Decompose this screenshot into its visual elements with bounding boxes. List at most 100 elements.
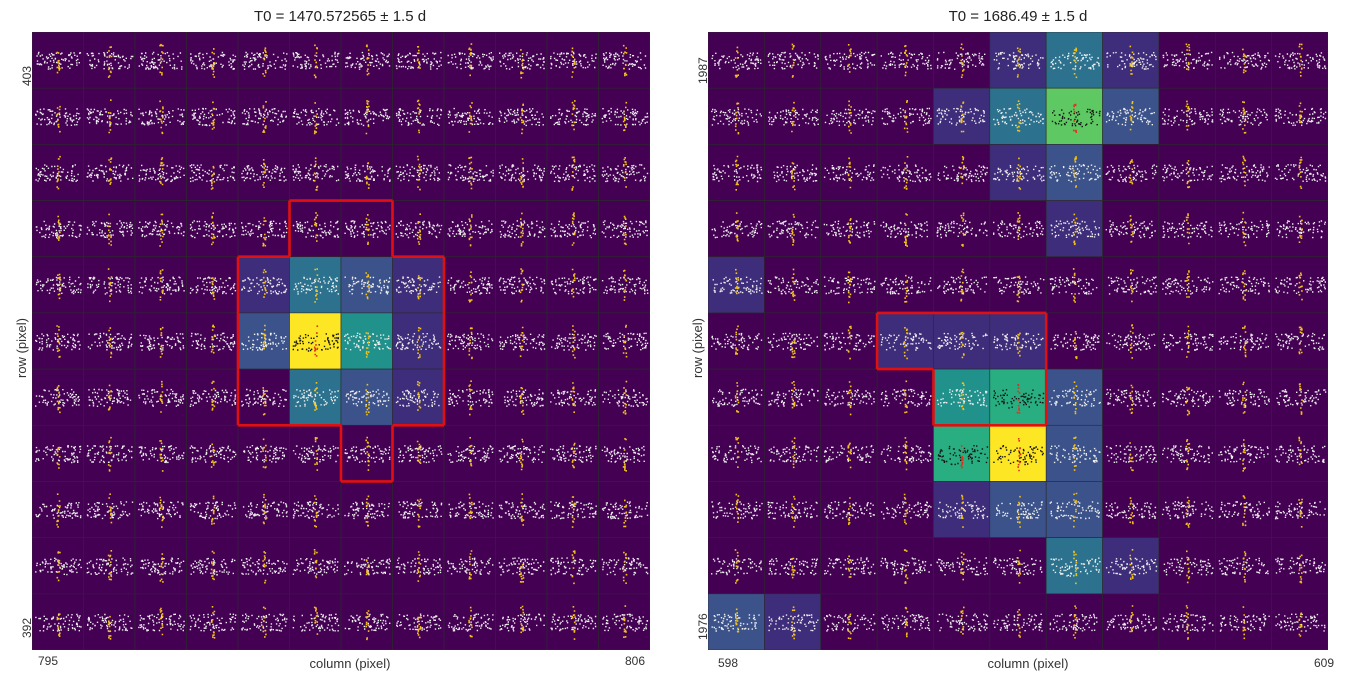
- light-curve-points: [711, 445, 762, 464]
- light-curve-points: [823, 164, 875, 182]
- pixel-cell: [1271, 200, 1328, 258]
- transit-window-points: [571, 382, 576, 413]
- light-curve-points: [824, 51, 876, 70]
- pixel-flux-cell: [186, 312, 239, 370]
- light-curve-points: [1106, 332, 1156, 351]
- pixel-cell: [32, 481, 84, 538]
- pixel-flux-cell: [495, 424, 548, 482]
- pixel-cell: [820, 32, 878, 89]
- pixel-cell: [1045, 256, 1103, 314]
- pixel-grid-right: [708, 32, 1328, 650]
- transit-window-points: [571, 47, 576, 78]
- pixel-flux-cell: [83, 144, 136, 201]
- transit-window-points: [1072, 103, 1078, 133]
- light-curve-points: [86, 501, 134, 520]
- transit-window-points: [903, 549, 909, 584]
- pixel-cell: [876, 200, 934, 258]
- light-curve-points: [292, 108, 340, 126]
- transit-window-points: [1298, 498, 1303, 528]
- transit-window-points: [262, 493, 267, 525]
- transit-window-points: [107, 46, 113, 78]
- light-curve-points: [1106, 445, 1157, 463]
- transit-window-points: [365, 495, 370, 527]
- pixel-cell: [1271, 593, 1328, 650]
- light-curve-points: [243, 445, 287, 463]
- pixel-cell: [134, 537, 187, 595]
- pixel-flux-cell: [340, 144, 393, 201]
- pixel-cell: [933, 368, 991, 426]
- light-curve-points: [993, 557, 1043, 576]
- transit-window-points: [622, 380, 628, 415]
- pixel-cell: [598, 537, 650, 595]
- pixel-flux-cell: [764, 481, 822, 538]
- light-curve-points: [550, 557, 597, 576]
- light-curve-points: [1274, 501, 1326, 520]
- transit-window-points: [416, 327, 422, 359]
- pixel-cell: [546, 32, 599, 89]
- transit-window-points: [416, 498, 422, 528]
- light-curve-points: [1218, 220, 1270, 239]
- pixel-cell: [495, 537, 548, 595]
- transit-window-points: [1129, 549, 1134, 580]
- light-curve-points: [550, 389, 597, 407]
- pixel-cell: [764, 424, 822, 482]
- pixel-cell: [876, 32, 934, 89]
- pixel-cell: [1045, 537, 1103, 595]
- light-curve-points: [880, 557, 932, 576]
- transit-window-points: [571, 550, 576, 585]
- light-curve-points: [448, 501, 494, 519]
- light-curve-points: [344, 332, 391, 351]
- transit-window-points: [903, 156, 909, 190]
- transit-window-points: [734, 46, 739, 78]
- pixel-cell: [546, 481, 599, 538]
- aperture-outline: [875, 311, 1048, 427]
- pixel-cell: [598, 312, 650, 370]
- light-curve-points: [344, 445, 391, 463]
- pixel-cell: [289, 424, 342, 482]
- transit-window-points: [417, 275, 422, 300]
- pixel-cell: [495, 144, 548, 201]
- pixel-flux-cell: [495, 256, 548, 314]
- transit-window-points: [1073, 550, 1078, 585]
- transit-window-points: [159, 496, 164, 528]
- pixel-cell: [340, 87, 393, 145]
- pixel-cell: [820, 481, 878, 538]
- light-curve-points: [138, 501, 184, 520]
- pixel-cell: [933, 256, 991, 314]
- light-curve-points: [936, 389, 988, 407]
- pixel-cell: [1271, 481, 1328, 538]
- transit-window-points: [210, 212, 215, 246]
- pixel-cell: [495, 312, 548, 370]
- transit-window-points: [791, 495, 796, 528]
- pixel-flux-cell: [134, 593, 187, 650]
- pixel-cell: [876, 87, 934, 145]
- pixel-cell: [1158, 256, 1216, 314]
- light-curve-points: [1275, 332, 1325, 351]
- pixel-flux-cell: [340, 368, 393, 426]
- pixel-cell: [1214, 87, 1272, 145]
- transit-window-points: [56, 51, 61, 74]
- transit-window-points: [847, 497, 852, 525]
- transit-window-points: [622, 215, 627, 246]
- pixel-flux-cell: [820, 87, 878, 145]
- pixel-flux-cell: [764, 312, 822, 370]
- pixel-cell: [1158, 593, 1216, 650]
- light-curve-points: [1162, 51, 1213, 70]
- pixel-flux-cell: [289, 256, 342, 314]
- aperture-outline: [236, 199, 446, 483]
- light-curve-points: [937, 613, 989, 632]
- light-curve-points: [1050, 52, 1100, 70]
- pixel-cell: [392, 256, 445, 314]
- light-curve-points: [35, 502, 82, 519]
- pixel-flux-cell: [546, 200, 599, 258]
- light-curve-points: [395, 389, 440, 407]
- pixel-cell: [598, 144, 650, 201]
- pixel-flux-cell: [708, 200, 765, 258]
- pixel-cell: [289, 537, 342, 595]
- light-curve-points: [1162, 220, 1213, 239]
- light-curve-points: [550, 276, 597, 295]
- light-curve-points: [138, 613, 185, 632]
- pixel-cell: [1102, 87, 1160, 145]
- transit-window-points: [1072, 605, 1078, 639]
- light-curve-points: [498, 164, 545, 182]
